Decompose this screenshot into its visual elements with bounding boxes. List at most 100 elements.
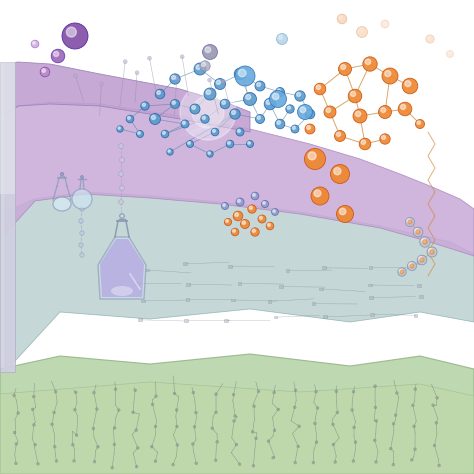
Bar <box>231 299 235 301</box>
Circle shape <box>356 111 361 117</box>
Circle shape <box>221 79 225 83</box>
Circle shape <box>402 78 418 94</box>
Circle shape <box>248 142 250 144</box>
Circle shape <box>263 201 265 204</box>
Circle shape <box>316 85 320 90</box>
Circle shape <box>150 445 153 448</box>
Circle shape <box>237 199 240 202</box>
Circle shape <box>97 446 100 448</box>
Circle shape <box>55 460 58 463</box>
Circle shape <box>118 172 123 176</box>
Circle shape <box>151 115 155 119</box>
Circle shape <box>234 415 237 418</box>
Circle shape <box>267 223 270 226</box>
Circle shape <box>92 427 95 430</box>
Circle shape <box>36 463 39 465</box>
Circle shape <box>248 205 256 213</box>
Circle shape <box>193 425 196 428</box>
Circle shape <box>215 393 218 395</box>
Circle shape <box>232 229 236 232</box>
Circle shape <box>117 126 123 132</box>
Circle shape <box>72 443 74 446</box>
Circle shape <box>433 444 436 447</box>
Circle shape <box>238 463 241 465</box>
Circle shape <box>363 57 377 71</box>
Circle shape <box>253 193 255 196</box>
Circle shape <box>201 63 206 66</box>
Circle shape <box>273 391 275 394</box>
Circle shape <box>202 45 218 60</box>
Circle shape <box>297 445 300 448</box>
Circle shape <box>171 100 180 109</box>
Bar <box>322 266 326 269</box>
Circle shape <box>204 88 216 100</box>
Circle shape <box>379 106 392 118</box>
Circle shape <box>392 422 395 425</box>
Circle shape <box>118 127 120 129</box>
Circle shape <box>54 445 56 448</box>
Circle shape <box>224 219 232 226</box>
Circle shape <box>155 395 157 398</box>
Circle shape <box>276 34 288 45</box>
Circle shape <box>33 423 35 426</box>
Circle shape <box>339 16 343 19</box>
Circle shape <box>423 240 428 244</box>
Circle shape <box>17 411 19 414</box>
Circle shape <box>175 409 178 411</box>
Circle shape <box>211 427 214 429</box>
Circle shape <box>270 91 286 108</box>
Circle shape <box>215 411 218 414</box>
Circle shape <box>80 207 84 211</box>
Circle shape <box>233 211 243 221</box>
Circle shape <box>73 408 76 411</box>
Circle shape <box>255 81 265 91</box>
Circle shape <box>409 263 412 266</box>
Circle shape <box>246 95 251 100</box>
Circle shape <box>216 440 219 443</box>
Circle shape <box>293 406 296 409</box>
Circle shape <box>79 219 83 223</box>
Circle shape <box>426 35 434 43</box>
Circle shape <box>332 423 334 426</box>
Circle shape <box>132 411 135 414</box>
Circle shape <box>405 218 414 227</box>
Circle shape <box>408 262 417 271</box>
Circle shape <box>358 28 363 32</box>
Circle shape <box>128 117 130 119</box>
Circle shape <box>398 268 406 276</box>
Circle shape <box>278 35 283 39</box>
Circle shape <box>273 93 279 100</box>
Circle shape <box>374 439 376 442</box>
Circle shape <box>100 82 103 86</box>
Polygon shape <box>0 382 474 474</box>
Bar <box>145 269 148 272</box>
Circle shape <box>175 425 178 428</box>
Circle shape <box>352 460 355 463</box>
Circle shape <box>261 201 269 208</box>
Circle shape <box>447 51 454 57</box>
Circle shape <box>414 388 417 391</box>
Circle shape <box>354 441 357 444</box>
Bar <box>370 313 374 316</box>
Circle shape <box>315 441 318 444</box>
Circle shape <box>157 91 161 94</box>
Circle shape <box>137 447 139 449</box>
Bar <box>136 282 139 284</box>
Circle shape <box>194 411 197 414</box>
Circle shape <box>135 71 139 75</box>
Circle shape <box>236 198 244 206</box>
Circle shape <box>334 461 337 464</box>
Circle shape <box>208 152 210 154</box>
Circle shape <box>226 140 234 148</box>
Circle shape <box>118 144 123 148</box>
Circle shape <box>435 421 438 424</box>
Circle shape <box>267 440 270 443</box>
Circle shape <box>75 434 78 437</box>
Circle shape <box>51 49 65 63</box>
Circle shape <box>212 129 215 132</box>
Bar <box>417 284 421 287</box>
Circle shape <box>353 109 367 123</box>
Circle shape <box>232 393 235 396</box>
Circle shape <box>201 115 209 123</box>
Circle shape <box>308 152 316 160</box>
